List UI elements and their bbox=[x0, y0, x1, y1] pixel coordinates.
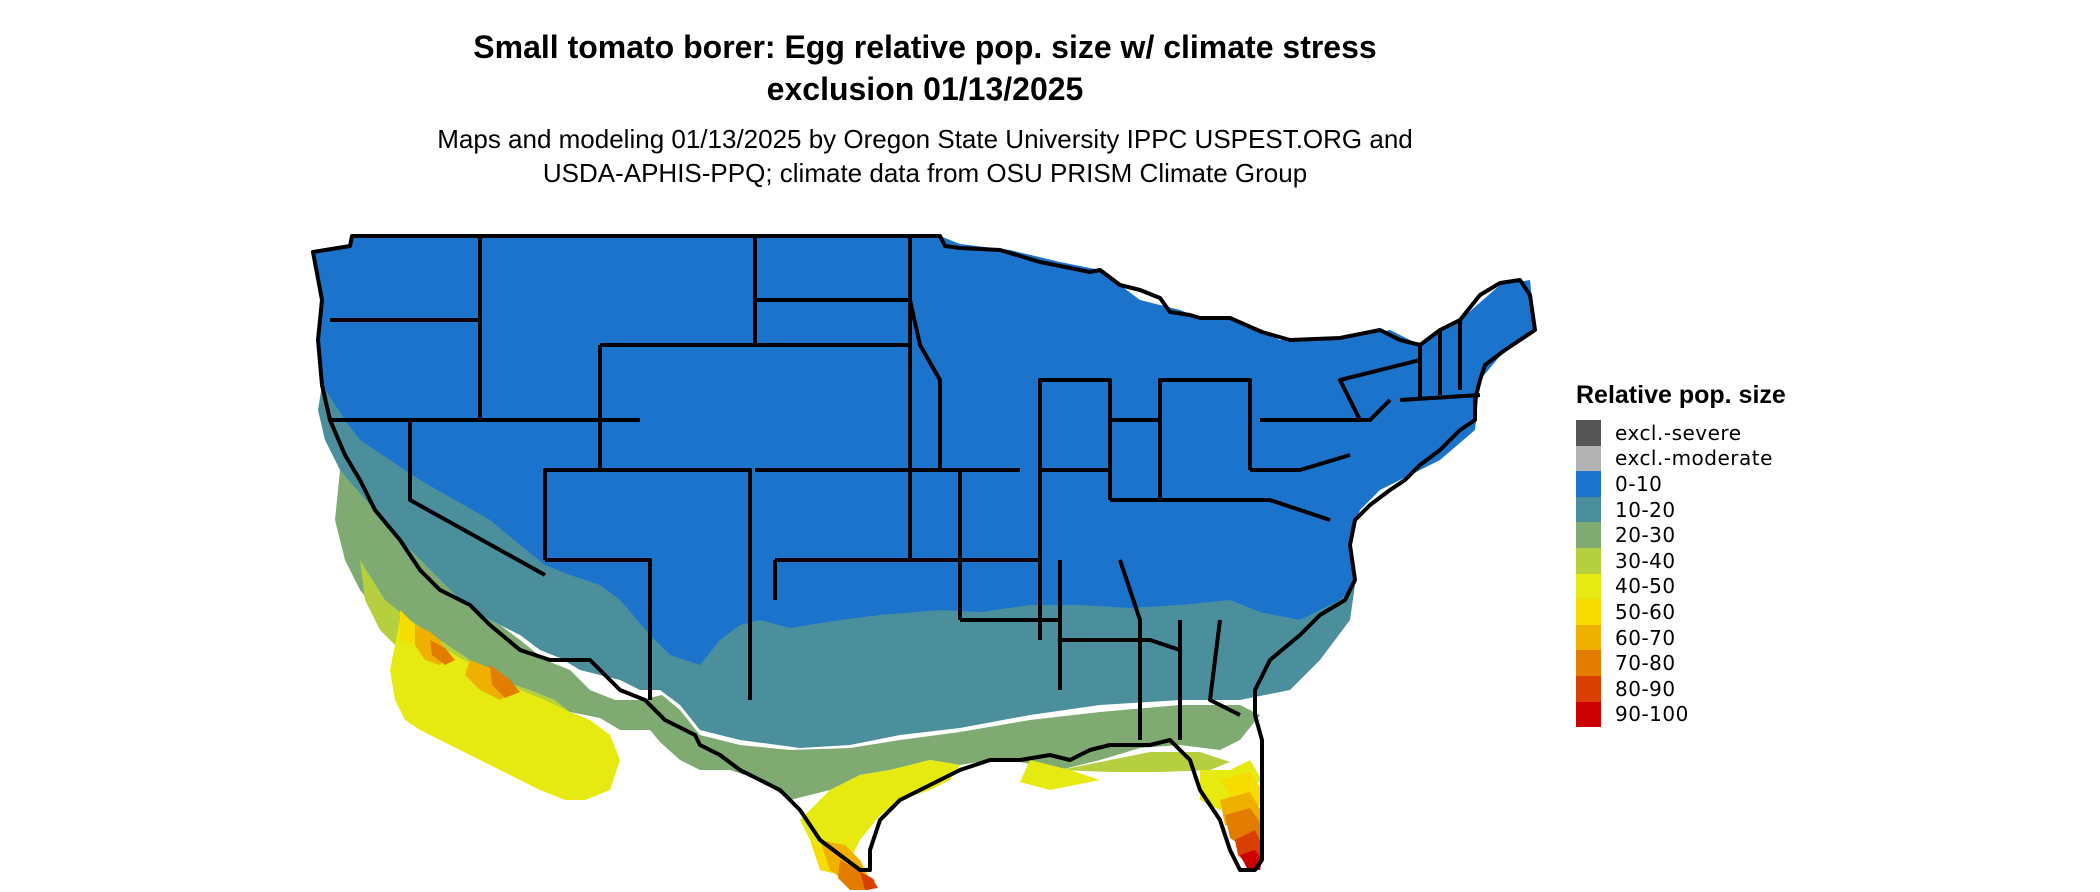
legend-item: 20-30 bbox=[1576, 522, 1876, 548]
zone-10-20 bbox=[318, 385, 1355, 748]
legend-label: 20-30 bbox=[1615, 523, 1676, 548]
legend-swatch bbox=[1576, 420, 1601, 446]
legend-swatch bbox=[1576, 573, 1601, 600]
legend-swatch bbox=[1576, 522, 1601, 548]
legend-item: 30-40 bbox=[1576, 547, 1876, 574]
legend-item: excl.-severe bbox=[1576, 420, 1876, 446]
legend-swatch bbox=[1576, 675, 1601, 702]
legend-label: 80-90 bbox=[1615, 676, 1676, 701]
legend-item: 50-60 bbox=[1576, 599, 1876, 625]
legend-swatch bbox=[1576, 599, 1601, 625]
subtitle-line-1: Maps and modeling 01/13/2025 by Oregon S… bbox=[437, 124, 1413, 154]
legend-item: excl.-moderate bbox=[1576, 445, 1876, 472]
subtitle-line-2: USDA-APHIS-PPQ; climate data from OSU PR… bbox=[542, 158, 1308, 188]
legend-swatch bbox=[1576, 471, 1601, 497]
legend-swatch bbox=[1576, 650, 1601, 676]
legend-items: excl.-severe excl.-moderate 0-10 10-20 20-30… bbox=[1576, 420, 1876, 728]
legend-title: Relative pop. size bbox=[1576, 381, 1786, 409]
us-map bbox=[311, 234, 1537, 890]
state-boundaries bbox=[311, 234, 1537, 872]
legend-label: 10-20 bbox=[1615, 497, 1676, 522]
legend-swatch bbox=[1576, 624, 1601, 651]
zone-40-50 bbox=[390, 620, 1262, 860]
legend-item: 10-20 bbox=[1576, 496, 1876, 523]
legend-swatch bbox=[1576, 547, 1601, 574]
legend-label: 90-100 bbox=[1615, 702, 1689, 727]
legend-item: 80-90 bbox=[1576, 675, 1876, 702]
legend-item: 0-10 bbox=[1576, 471, 1876, 497]
legend-label: excl.-moderate bbox=[1615, 446, 1773, 471]
legend-label: 40-50 bbox=[1615, 574, 1676, 599]
legend-swatch bbox=[1576, 445, 1601, 472]
state-lines bbox=[330, 236, 1481, 740]
country-outline bbox=[311, 234, 1537, 872]
title-line-2: exclusion 01/13/2025 bbox=[766, 71, 1084, 107]
legend-item: 60-70 bbox=[1576, 624, 1876, 651]
legend-label: 30-40 bbox=[1615, 548, 1676, 573]
legend-item: 40-50 bbox=[1576, 573, 1876, 600]
legend-label: 70-80 bbox=[1615, 651, 1676, 676]
title-line-1: Small tomato borer: Egg relative pop. si… bbox=[473, 29, 1377, 65]
legend-label: 60-70 bbox=[1615, 625, 1676, 650]
legend-item: 70-80 bbox=[1576, 650, 1876, 676]
map-subtitle: Maps and modeling 01/13/2025 by Oregon S… bbox=[0, 122, 1850, 190]
legend-swatch bbox=[1576, 496, 1601, 523]
map-title: Small tomato borer: Egg relative pop. si… bbox=[0, 26, 1850, 110]
legend-swatch bbox=[1576, 701, 1601, 728]
legend-label: 0-10 bbox=[1615, 471, 1663, 496]
legend: Relative pop. size excl.-severe excl.-mod… bbox=[1576, 380, 1876, 728]
zone-80-90 bbox=[860, 830, 1262, 890]
legend-item: 90-100 bbox=[1576, 701, 1876, 728]
legend-label: 50-60 bbox=[1615, 599, 1676, 624]
legend-label: excl.-severe bbox=[1615, 420, 1742, 445]
